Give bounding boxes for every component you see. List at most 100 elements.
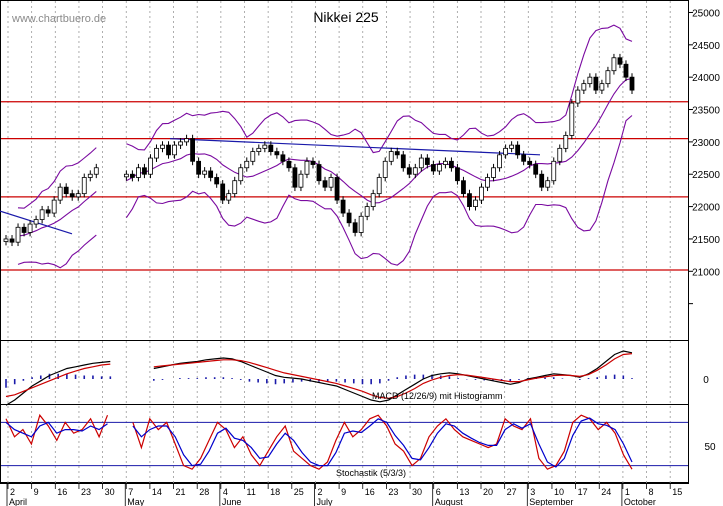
candle-body <box>509 144 515 149</box>
candle-body <box>15 226 21 243</box>
candle-body <box>515 144 521 156</box>
candle-body <box>340 199 346 214</box>
candle-body <box>539 173 545 188</box>
candle-body <box>232 180 238 195</box>
trend-lines <box>0 138 541 235</box>
candle-body <box>382 160 388 178</box>
month-label: August <box>435 497 464 506</box>
candle-body <box>418 157 424 169</box>
candle-body <box>292 167 298 188</box>
x-tick-label: 17 <box>578 487 588 497</box>
stoch-d-line <box>5 417 633 468</box>
month-label: October <box>624 497 656 506</box>
candle-body <box>81 177 87 195</box>
candle-body <box>364 206 370 217</box>
macd-panel <box>5 350 633 406</box>
candle-body <box>346 212 352 224</box>
candle-body <box>69 193 75 198</box>
candle-body <box>443 160 448 165</box>
x-tick-label: 18 <box>270 487 280 497</box>
candle-body <box>196 160 202 175</box>
x-tick-label: 9 <box>34 487 39 497</box>
x-tick-label: 2 <box>10 487 15 497</box>
candle-body <box>256 147 262 152</box>
candle-body <box>449 160 454 169</box>
support-resistance-lines <box>1 101 688 271</box>
x-tick-label: 28 <box>199 487 209 497</box>
candle-body <box>9 238 15 243</box>
panel-frames <box>0 0 689 484</box>
month-label: May <box>127 497 145 506</box>
stoch-legend: Stochastik (5/3/3) <box>336 468 406 478</box>
candle-body <box>611 57 617 72</box>
candle-body <box>286 160 292 169</box>
y-tick-label: 21500 <box>692 235 720 246</box>
macd-zero-label: 0 <box>703 375 709 386</box>
candle-body <box>587 76 593 85</box>
y-tick-label: 23500 <box>692 106 720 117</box>
watermark: www.chartbuero.de <box>11 13 106 25</box>
month-label: June <box>222 497 242 506</box>
month-label: July <box>316 497 333 506</box>
x-tick-label: 13 <box>459 487 469 497</box>
candle-body <box>581 83 587 91</box>
candle-body <box>304 160 310 175</box>
bollinger-upper-band <box>17 24 633 209</box>
candle-body <box>123 173 129 178</box>
y-tick-label: 22000 <box>692 203 720 214</box>
candle-body <box>334 177 340 201</box>
candle-body <box>208 170 214 178</box>
candle-body <box>436 164 442 172</box>
candle-body <box>593 76 599 91</box>
x-tick-label: 7 <box>128 487 133 497</box>
candle-body <box>400 154 406 169</box>
candle-body <box>491 167 496 178</box>
x-tick-label: 1 <box>625 487 630 497</box>
candle-body <box>166 144 171 156</box>
candle-body <box>298 173 304 188</box>
candle-body <box>485 177 490 188</box>
x-tick-label: 20 <box>483 487 493 497</box>
candle-body <box>148 157 153 175</box>
candle-body <box>93 167 99 175</box>
candle-body <box>238 167 244 182</box>
candle-body <box>575 89 581 104</box>
candle-body <box>605 70 611 85</box>
y-tick-label: 21000 <box>692 267 720 278</box>
x-tick-label: 9 <box>341 487 346 497</box>
candle-body <box>467 193 472 207</box>
x-tick-label: 2 <box>317 487 322 497</box>
vertical-gridlines <box>7 1 671 483</box>
x-tick-label: 24 <box>601 487 611 497</box>
candle-body <box>172 144 177 156</box>
candle-body <box>623 63 629 78</box>
x-tick-label: 11 <box>247 487 256 497</box>
candle-body <box>190 138 195 162</box>
candle-body <box>280 154 286 162</box>
candle-body <box>27 223 33 233</box>
candle-body <box>178 141 183 146</box>
candle-body <box>220 183 226 201</box>
candle-body <box>274 151 280 156</box>
x-tick-label: 4 <box>223 487 228 497</box>
candle-body <box>51 199 57 214</box>
candle-body <box>599 83 605 91</box>
x-tick-label: 21 <box>176 487 186 497</box>
candle-body <box>214 177 220 185</box>
x-tick-label: 10 <box>554 487 564 497</box>
candle-body <box>497 154 502 169</box>
candle-body <box>569 102 575 136</box>
x-tick-label: 30 <box>412 487 422 497</box>
candle-body <box>629 76 635 91</box>
macd-legend: MACD (12/26/9) mit Histogramm <box>372 391 503 401</box>
candle-body <box>262 144 268 149</box>
stochastic-panel <box>1 413 688 470</box>
bollinger-bands <box>17 24 633 269</box>
stoch-50-label: 50 <box>704 442 716 453</box>
candle-body <box>184 138 189 143</box>
candle-body <box>527 160 533 165</box>
candle-body <box>202 170 208 175</box>
bollinger-lower-band <box>17 115 633 269</box>
candle-body <box>551 160 557 182</box>
